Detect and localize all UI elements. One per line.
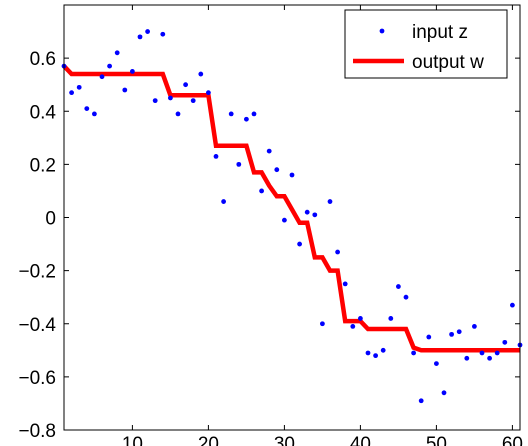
data-point-input-z — [183, 82, 189, 88]
plot-layer — [61, 29, 523, 404]
data-point-input-z — [244, 116, 249, 122]
data-point-input-z — [107, 63, 112, 69]
y-tick-label: −0.6 — [18, 368, 56, 389]
y-tick-label: −0.8 — [18, 421, 56, 442]
data-point-input-z — [289, 172, 295, 178]
data-point-input-z — [441, 390, 447, 396]
y-tick-label: −0.2 — [18, 262, 56, 283]
data-point-input-z — [350, 324, 356, 329]
data-point-input-z — [152, 98, 158, 104]
data-point-input-z — [449, 331, 454, 337]
data-point-input-z — [502, 339, 508, 345]
data-point-input-z — [510, 302, 515, 308]
data-point-input-z — [418, 398, 424, 404]
x-tick-label: 40 — [350, 434, 371, 446]
y-tick-label: 0 — [45, 209, 56, 230]
data-point-input-z — [114, 50, 120, 56]
data-point-input-z — [396, 284, 401, 289]
data-point-input-z — [472, 324, 477, 329]
data-point-input-z — [198, 71, 204, 77]
data-point-input-z — [487, 355, 492, 361]
data-point-input-z — [236, 161, 242, 167]
data-point-input-z — [206, 90, 211, 96]
data-point-input-z — [251, 111, 257, 117]
data-point-input-z — [365, 350, 371, 356]
data-point-input-z — [358, 316, 363, 321]
x-tick-label: 30 — [274, 434, 295, 446]
y-tick-label: 0.2 — [30, 155, 56, 176]
data-point-input-z — [373, 353, 378, 359]
data-point-input-z — [175, 111, 181, 117]
legend: input z output w — [344, 9, 508, 79]
x-tick-label: 20 — [198, 434, 219, 446]
x-tick-label: 10 — [122, 434, 143, 446]
data-point-input-z — [312, 212, 318, 218]
data-point-input-z — [266, 148, 272, 154]
data-point-input-z — [228, 111, 234, 117]
data-point-input-z — [145, 29, 151, 34]
data-point-input-z — [327, 199, 333, 204]
data-point-input-z — [69, 90, 74, 96]
data-point-input-z — [494, 350, 500, 356]
data-point-input-z — [304, 209, 310, 215]
data-point-input-z — [388, 316, 394, 321]
series-line-output-w — [62, 64, 520, 353]
data-point-input-z — [122, 87, 128, 93]
data-point-input-z — [335, 249, 340, 255]
data-point-input-z — [92, 111, 97, 117]
axes-layer: 10 20 30 40 50 60 −0.8 −0.6 −0.4 −0.2 0 0.2 0.4 0.6 — [18, 4, 523, 446]
legend-box — [344, 9, 508, 79]
data-point-input-z — [464, 355, 470, 361]
data-point-input-z — [130, 69, 135, 74]
y-tick-label: 0.4 — [30, 102, 57, 123]
data-point-input-z — [190, 98, 196, 104]
data-point-input-z — [259, 188, 264, 194]
data-point-input-z — [221, 199, 227, 204]
data-point-input-z — [411, 350, 416, 356]
data-point-input-z — [320, 321, 325, 327]
data-point-input-z — [403, 294, 409, 300]
x-tick-label: 50 — [426, 434, 447, 446]
x-tick-label: 60 — [502, 434, 523, 446]
legend-label-output-w: output w — [412, 52, 484, 73]
data-point-input-z — [297, 241, 302, 247]
data-point-input-z — [342, 281, 348, 287]
y-tick-label: −0.4 — [18, 315, 56, 336]
data-point-input-z — [282, 217, 287, 223]
data-point-input-z — [84, 106, 90, 111]
data-point-input-z — [160, 31, 166, 37]
data-point-input-z — [479, 350, 485, 356]
y-tick-label: 0.6 — [30, 49, 56, 70]
data-point-input-z — [137, 34, 143, 40]
data-point-input-z — [274, 167, 280, 173]
legend-label-input-z: input z — [412, 22, 468, 43]
data-point-input-z — [76, 84, 82, 90]
data-point-input-z — [426, 334, 432, 340]
legend-marker-input-z — [379, 28, 385, 34]
data-point-input-z — [213, 154, 219, 159]
data-point-input-z — [99, 74, 105, 80]
data-point-input-z — [434, 361, 439, 366]
data-point-input-z — [456, 329, 462, 335]
data-point-input-z — [380, 347, 386, 353]
data-point-input-z — [168, 95, 173, 101]
